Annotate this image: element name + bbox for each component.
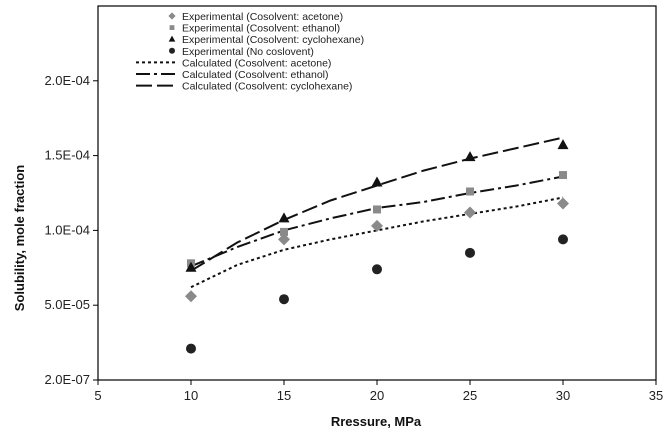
x-tick-label: 35: [649, 388, 663, 403]
calculated-line: [190, 136, 564, 272]
y-tick-label: 1.0E-04: [44, 222, 90, 237]
data-point: [278, 233, 290, 246]
legend-symbol: [169, 47, 175, 54]
legend-label: Experimental (No coslovent): [182, 46, 314, 58]
data-point: [278, 212, 290, 223]
data-point: [279, 294, 289, 305]
data-point: [185, 290, 197, 303]
x-axis-title: Rressure, MPa: [331, 414, 422, 429]
legend: Experimental (Cosolvent: acetone)Experim…: [136, 11, 364, 93]
data-point: [371, 219, 383, 232]
axes: 5 10 15 20 25 30 35 2.0E-07 5.0E-05 1.0E-04 1.5E-0…: [44, 5, 663, 403]
data-point: [371, 176, 383, 187]
x-tick-label: 30: [556, 388, 570, 403]
y-tick-label: 5.0E-05: [44, 297, 90, 312]
legend-symbol: [168, 12, 176, 20]
y-tick-label: 2.0E-04: [44, 73, 90, 88]
legend-symbol: [168, 35, 176, 42]
y-axis-title: Solubility, mole fraction: [12, 165, 27, 311]
legend-symbol: [169, 25, 175, 30]
data-point: [186, 343, 196, 354]
data-point: [373, 205, 381, 214]
legend-label: Experimental (Cosolvent: cyclohexane): [182, 34, 364, 46]
x-tick-label: 25: [463, 388, 477, 403]
y-tick-label: 2.0E-07: [44, 372, 90, 387]
data-point: [465, 247, 475, 258]
data-point: [464, 206, 476, 219]
data-point: [280, 227, 288, 236]
x-tick-label: 5: [94, 388, 101, 403]
legend-label: Calculated (Cosolvent: ethanol): [182, 69, 329, 81]
data-point: [185, 261, 197, 272]
x-tick-label: 10: [184, 388, 198, 403]
calculated-line: [190, 196, 564, 289]
legend-label: Experimental (Cosolvent: acetone): [182, 11, 343, 23]
plot-series: [185, 136, 569, 354]
legend-label: Calculated (Cosolvent: acetone): [182, 57, 331, 69]
data-point: [557, 139, 569, 150]
legend-label: Experimental (Cosolvent: ethanol): [182, 23, 340, 35]
x-tick-label: 20: [370, 388, 384, 403]
y-tick-label: 1.5E-04: [44, 148, 90, 163]
data-point: [464, 151, 476, 162]
data-point: [559, 171, 567, 180]
data-point: [557, 197, 569, 210]
data-point: [372, 264, 382, 275]
x-tick-label: 15: [277, 388, 291, 403]
data-point: [558, 234, 568, 245]
data-point: [466, 187, 474, 196]
legend-label: Calculated (Cosolvent: cyclohexane): [182, 81, 352, 93]
